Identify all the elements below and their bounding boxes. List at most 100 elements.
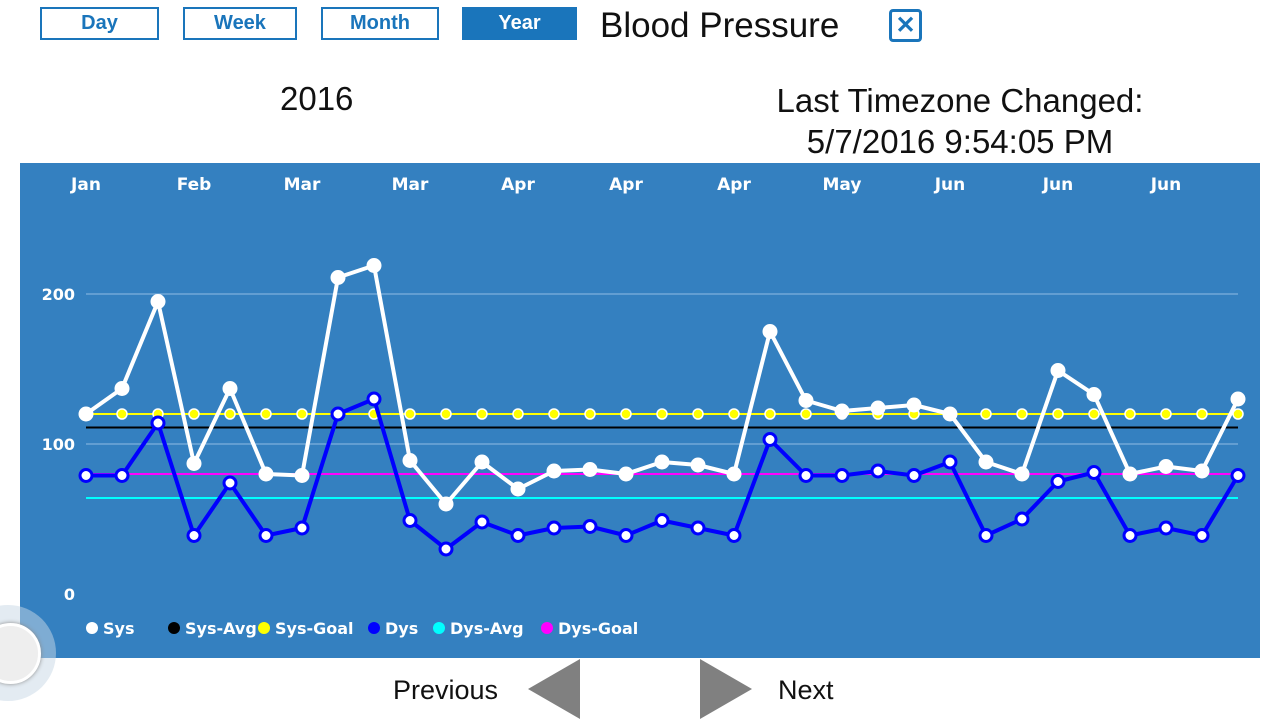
sys-point <box>1230 391 1246 407</box>
sys-goal-point <box>1016 408 1028 420</box>
sys-point <box>366 258 382 273</box>
sys-point <box>942 406 958 422</box>
tab-week[interactable]: Week <box>183 7 297 40</box>
dys-point <box>870 463 886 479</box>
sys-point <box>690 457 706 473</box>
next-label[interactable]: Next <box>778 675 834 705</box>
x-tick-label: Apr <box>501 175 535 195</box>
dys-point <box>1158 520 1174 536</box>
sys-point <box>1122 466 1138 482</box>
dys-point <box>1230 468 1246 483</box>
dys-point <box>582 519 598 534</box>
sys-goal-point <box>1052 408 1064 420</box>
dys-point <box>726 528 742 543</box>
sys-goal-point <box>800 408 812 420</box>
timezone-value: 5/7/2016 9:54:05 PM <box>806 123 1114 160</box>
sys-goal-point <box>116 408 128 420</box>
sys-goal-point <box>980 408 992 420</box>
dys-point <box>1014 511 1030 527</box>
x-tick-label: Feb <box>177 175 212 195</box>
x-tick-label: Jun <box>1042 175 1074 195</box>
tab-year[interactable]: Year <box>462 7 577 40</box>
tab-month[interactable]: Month <box>321 7 439 40</box>
dys-point <box>222 475 238 491</box>
legend-sys-avg-icon <box>168 622 180 634</box>
sys-goal-point <box>1232 408 1244 420</box>
sys-point <box>474 454 490 470</box>
legend-label: Dys-Avg <box>450 619 524 638</box>
sys-goal-point <box>1088 408 1100 420</box>
period-label: 2016 <box>280 80 354 117</box>
legend-item: Sys-Avg <box>168 619 257 638</box>
x-tick-label: Jun <box>934 175 966 195</box>
legend-dys-goal-icon <box>541 622 553 634</box>
y-tick-label: 0 <box>64 585 75 604</box>
sys-point <box>402 453 418 468</box>
legend-label: Sys <box>103 619 134 638</box>
sys-point <box>582 462 598 477</box>
legend-label: Dys-Goal <box>558 619 638 638</box>
legend-label: Dys <box>385 619 418 638</box>
sys-point <box>726 466 742 482</box>
dys-point <box>294 520 310 536</box>
dys-point <box>762 432 778 447</box>
timezone-label: Last Timezone Changed: <box>776 82 1144 119</box>
dys-point <box>474 514 490 530</box>
dys-point <box>186 528 202 543</box>
close-button[interactable]: ✕ <box>889 9 922 42</box>
x-tick-label: May <box>823 175 862 195</box>
legend-label: Sys-Goal <box>275 619 354 638</box>
x-tick-label: Mar <box>284 175 321 195</box>
sys-goal-point <box>296 408 308 420</box>
dys-point <box>978 528 994 543</box>
y-tick-label: 100 <box>42 435 75 454</box>
sys-point <box>510 481 526 497</box>
sys-point <box>762 324 778 339</box>
sys-goal-point <box>260 408 272 420</box>
legend-sys-icon <box>86 622 98 634</box>
dys-point <box>78 468 94 483</box>
legend-item: Dys-Avg <box>433 619 524 638</box>
legend-item: Sys <box>86 619 134 638</box>
dys-point <box>1086 465 1102 480</box>
sys-point <box>870 400 886 416</box>
sys-point <box>78 406 94 422</box>
sys-point <box>834 403 850 419</box>
sys-goal-point <box>764 408 776 420</box>
sys-point <box>978 454 994 470</box>
dys-point <box>1194 528 1210 543</box>
tab-day[interactable]: Day <box>40 7 159 40</box>
sys-point <box>1194 463 1210 479</box>
next-arrow-icon[interactable] <box>700 659 752 719</box>
x-tick-label: Apr <box>717 175 751 195</box>
dys-point <box>150 415 166 431</box>
dys-point <box>1050 474 1066 489</box>
legend-item: Sys-Goal <box>258 619 354 638</box>
sys-point <box>1014 466 1030 482</box>
sys-goal-point <box>512 408 524 420</box>
sys-goal-point <box>584 408 596 420</box>
sys-point <box>1158 459 1174 474</box>
sys-point <box>654 454 670 470</box>
legend-label: Sys-Avg <box>185 619 257 638</box>
sys-goal-point <box>476 408 488 420</box>
dys-point <box>114 468 130 483</box>
sys-goal-point <box>692 408 704 420</box>
dys-point <box>942 454 958 470</box>
dys-point <box>834 468 850 483</box>
blood-pressure-chart: 0 100 200 Jan Feb Mar Mar Apr Apr Apr May Jun Jun Jun… <box>20 163 1260 658</box>
dys-point <box>798 468 814 483</box>
close-icon: ✕ <box>895 12 916 39</box>
dys-point <box>366 391 382 407</box>
dys-point <box>258 528 274 543</box>
x-tick-label: Mar <box>392 175 429 195</box>
sys-goal-point <box>188 408 200 420</box>
dys-point <box>330 406 346 422</box>
sys-goal-point <box>440 408 452 420</box>
sys-point <box>150 294 166 309</box>
page-title: Blood Pressure <box>600 6 840 45</box>
previous-arrow-icon[interactable] <box>528 659 580 719</box>
previous-label[interactable]: Previous <box>393 675 499 705</box>
sys-point <box>438 496 454 512</box>
y-tick-label: 200 <box>42 285 75 304</box>
